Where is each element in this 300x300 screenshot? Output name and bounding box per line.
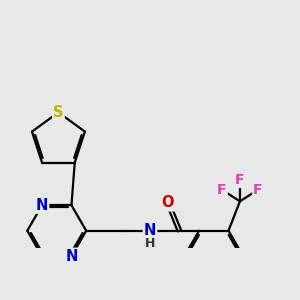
Text: F: F — [235, 173, 245, 187]
Text: N: N — [36, 198, 48, 213]
Text: H: H — [145, 237, 155, 250]
Text: N: N — [144, 223, 156, 238]
Text: S: S — [53, 105, 64, 120]
Text: N: N — [65, 249, 78, 264]
Text: F: F — [253, 183, 263, 197]
Text: F: F — [217, 183, 227, 197]
Text: O: O — [162, 195, 174, 210]
